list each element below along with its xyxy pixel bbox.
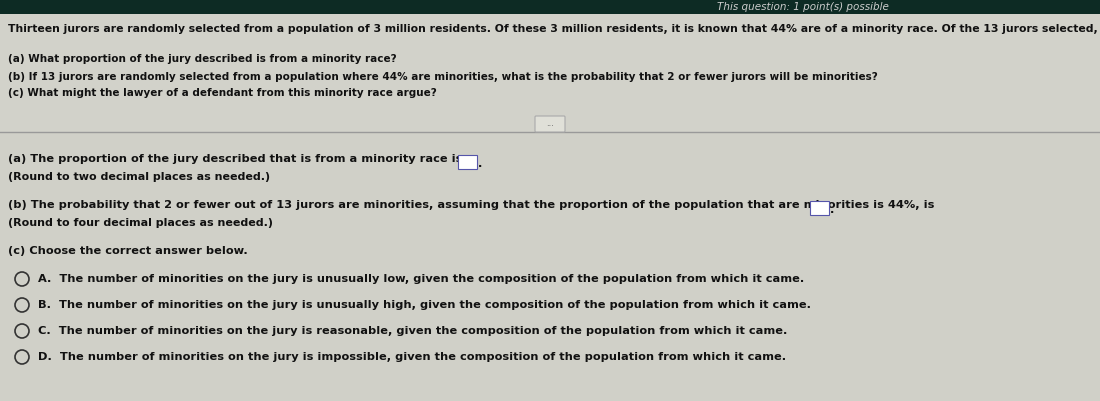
Text: This question: 1 point(s) possible: This question: 1 point(s) possible (717, 2, 889, 12)
Text: .: . (478, 159, 483, 169)
Text: .: . (830, 205, 835, 215)
Text: (Round to four decimal places as needed.): (Round to four decimal places as needed.… (8, 218, 273, 228)
FancyBboxPatch shape (535, 116, 565, 132)
Text: (Round to two decimal places as needed.): (Round to two decimal places as needed.) (8, 172, 271, 182)
Text: A.  The number of minorities on the jury is unusually low, given the composition: A. The number of minorities on the jury … (39, 274, 804, 284)
FancyBboxPatch shape (810, 200, 828, 215)
Text: (b) The probability that 2 or fewer out of 13 jurors are minorities, assuming th: (b) The probability that 2 or fewer out … (8, 200, 934, 210)
Text: ...: ... (546, 119, 554, 128)
Text: (b) If 13 jurors are randomly selected from a population where 44% are minoritie: (b) If 13 jurors are randomly selected f… (8, 72, 878, 82)
Text: D.  The number of minorities on the jury is impossible, given the composition of: D. The number of minorities on the jury … (39, 352, 786, 362)
Bar (0, 14, 1100, 132)
Text: (c) Choose the correct answer below.: (c) Choose the correct answer below. (8, 246, 248, 256)
Bar (0, 0, 1100, 14)
Text: (a) What proportion of the jury described is from a minority race?: (a) What proportion of the jury describe… (8, 54, 397, 64)
FancyBboxPatch shape (458, 154, 476, 168)
Text: C.  The number of minorities on the jury is reasonable, given the composition of: C. The number of minorities on the jury … (39, 326, 788, 336)
Text: Thirteen jurors are randomly selected from a population of 3 million residents. : Thirteen jurors are randomly selected fr… (8, 24, 1100, 34)
Bar (0, 132, 1100, 401)
Text: (c) What might the lawyer of a defendant from this minority race argue?: (c) What might the lawyer of a defendant… (8, 88, 437, 98)
Text: (a) The proportion of the jury described that is from a minority race is: (a) The proportion of the jury described… (8, 154, 462, 164)
Text: B.  The number of minorities on the jury is unusually high, given the compositio: B. The number of minorities on the jury … (39, 300, 811, 310)
